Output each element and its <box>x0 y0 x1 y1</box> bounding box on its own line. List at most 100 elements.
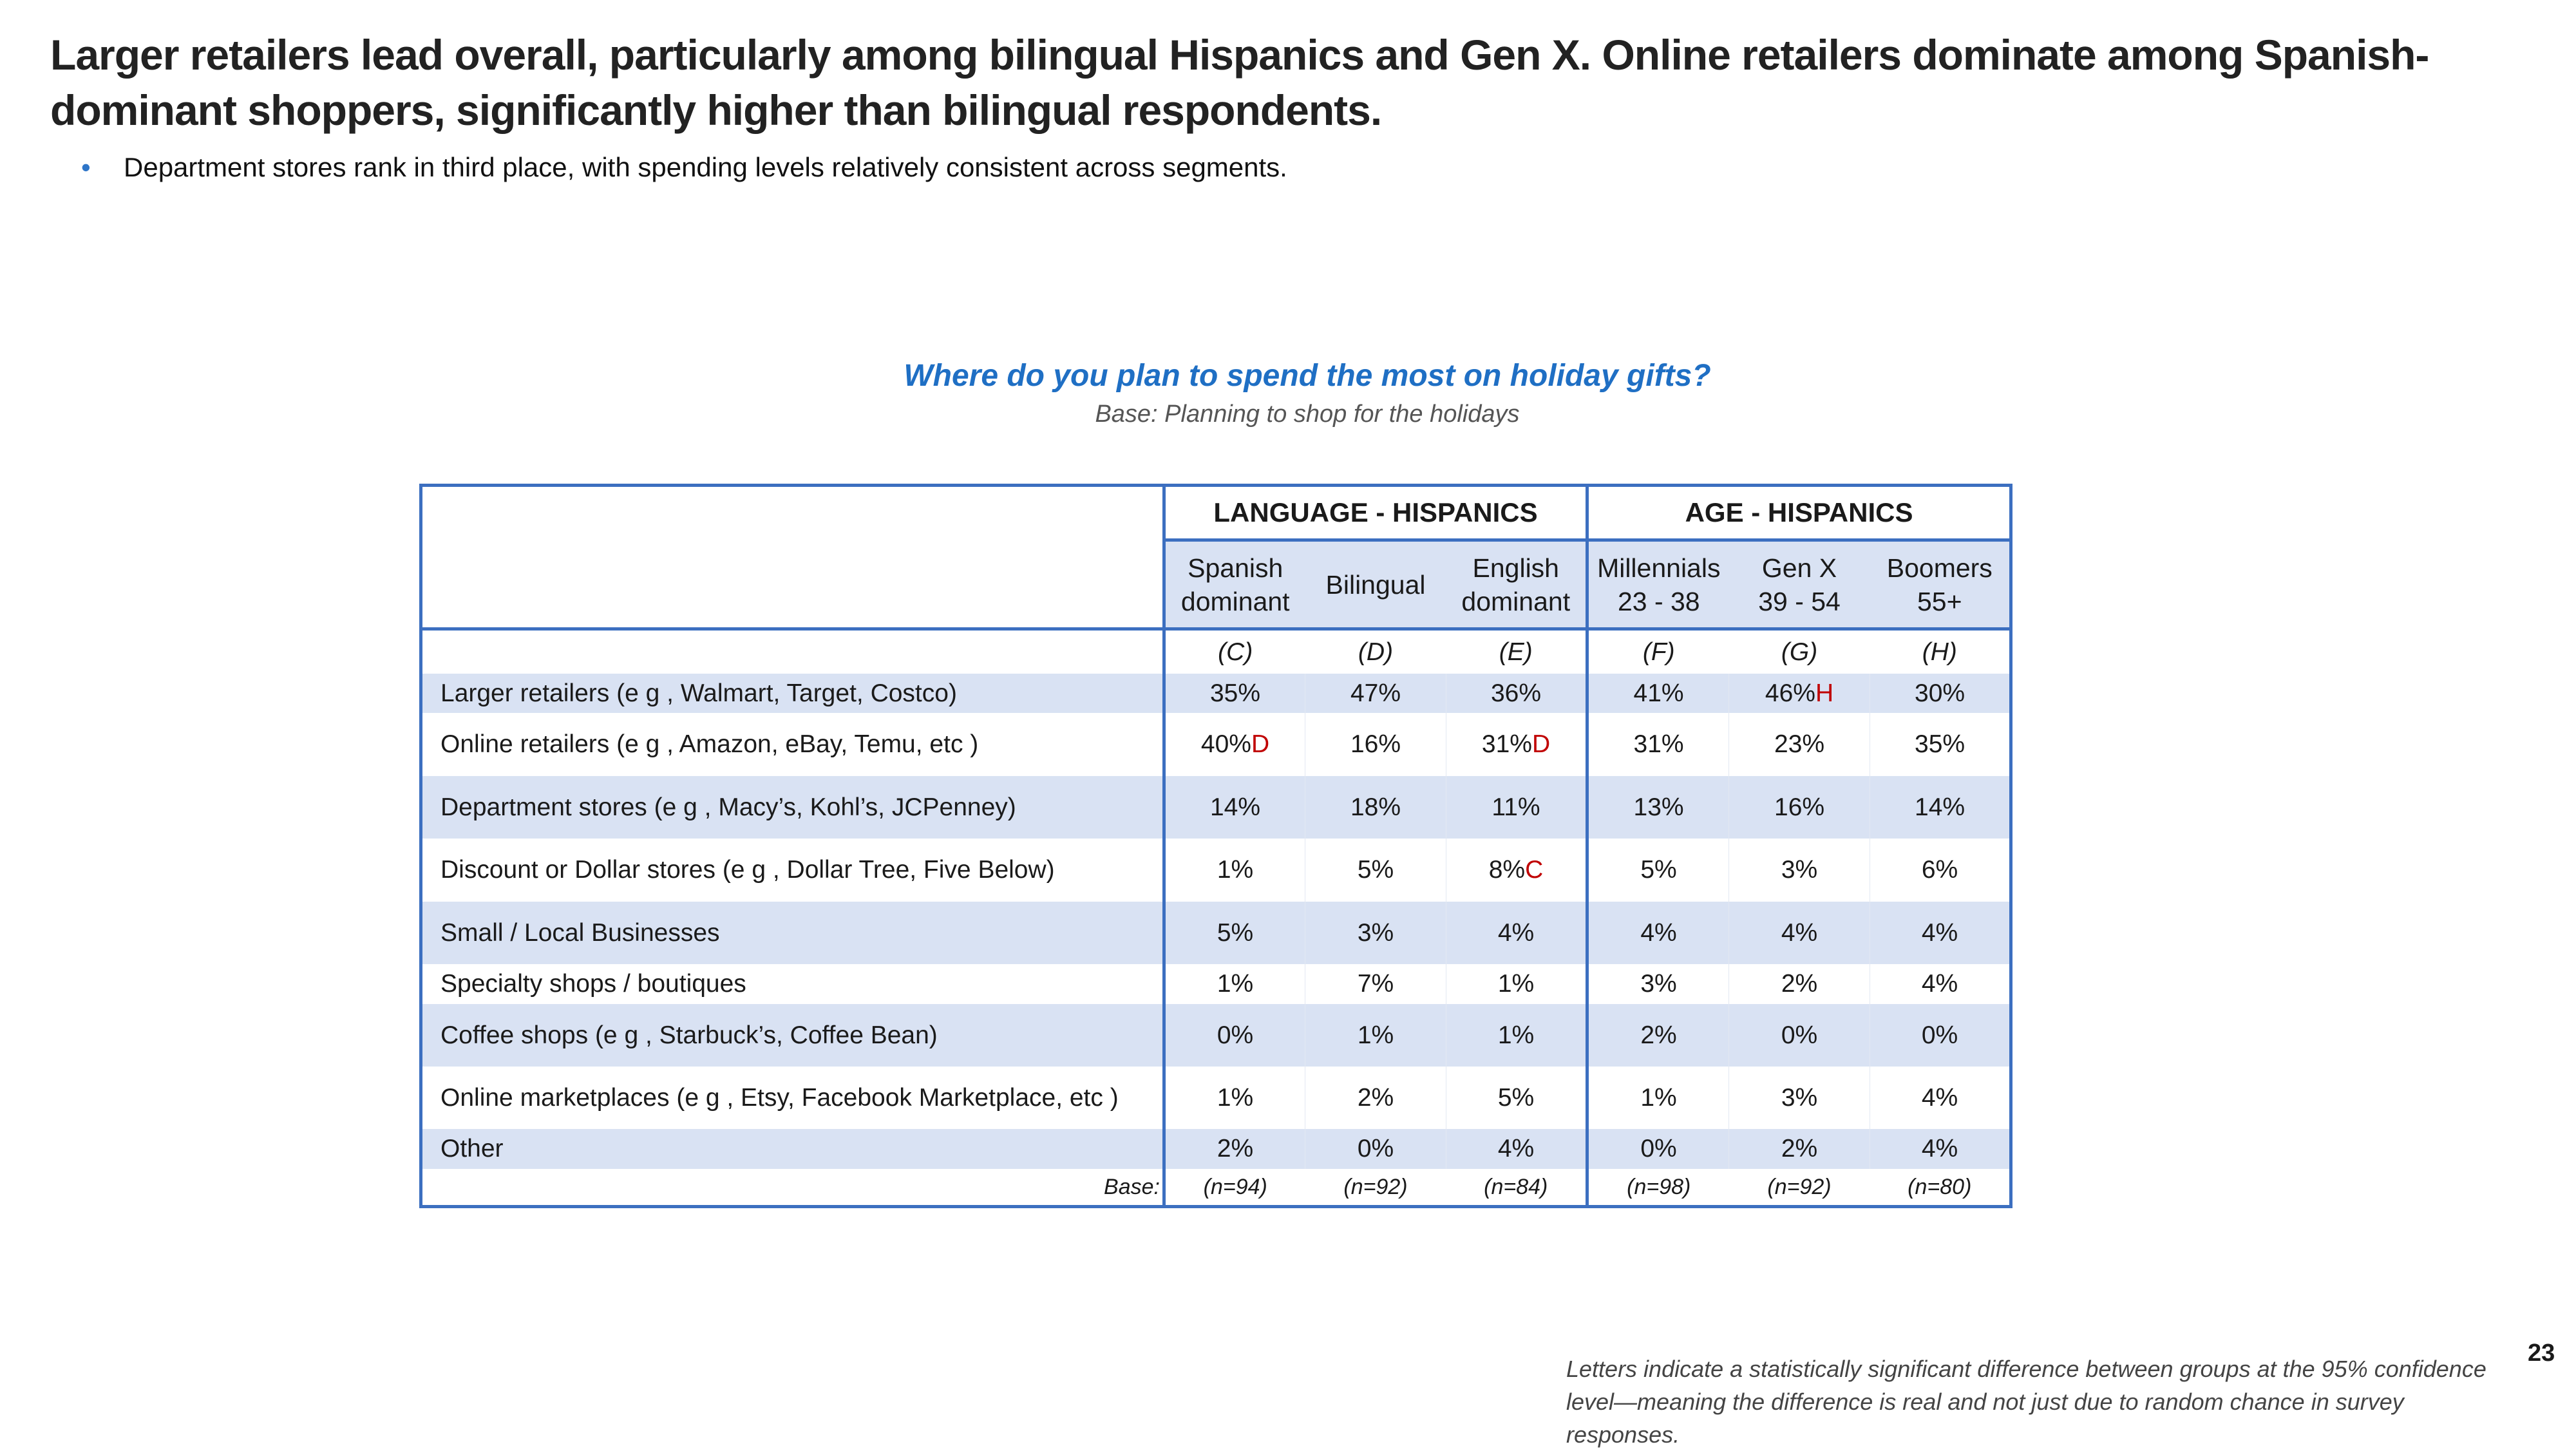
empty-cell <box>421 629 1164 674</box>
column-letter: (E) <box>1499 638 1533 666</box>
value: 5% <box>1640 856 1677 884</box>
base-size: (n=92) <box>1343 1174 1408 1199</box>
value-cell: 30% <box>1870 674 2012 713</box>
column-letter: (G) <box>1781 638 1818 666</box>
bullet-icon: • <box>81 152 91 182</box>
value-cell: 1% <box>1162 1067 1305 1129</box>
column-header-line1: English <box>1472 553 1559 583</box>
value-cell: 46%H <box>1728 674 1871 713</box>
value-cell: 18% <box>1305 776 1446 839</box>
column-header-line1: Millennials <box>1597 553 1721 583</box>
column-header-line2: 55+ <box>1917 586 1962 616</box>
row-label: Small / Local Businesses <box>421 902 1164 964</box>
value: 31% <box>1481 730 1532 758</box>
value: 4% <box>1497 918 1535 947</box>
value-cell: 3% <box>1728 839 1871 902</box>
base-label: Base: <box>1104 1174 1160 1199</box>
group-header-language: LANGUAGE - HISPANICS <box>1162 485 1587 542</box>
value: 18% <box>1350 793 1401 821</box>
column-letter: (C) <box>1162 629 1305 674</box>
value-cell: 5% <box>1586 839 1730 902</box>
value: 46% <box>1765 679 1815 707</box>
row-label: Online marketplaces (e g , Etsy, Faceboo… <box>421 1067 1164 1129</box>
slide-title: Larger retailers lead overall, particula… <box>50 31 2429 134</box>
column-header-line1: Bilingual <box>1325 569 1426 600</box>
table-row: Larger retailers (e g , Walmart, Target,… <box>421 674 2012 713</box>
value-cell: 40%D <box>1162 713 1305 776</box>
value-cell: 3% <box>1728 1067 1871 1129</box>
value-cell: 31% <box>1586 713 1730 776</box>
value: 35% <box>1209 679 1261 707</box>
value: 4% <box>1921 970 1958 998</box>
value-cell: 2% <box>1586 1004 1730 1067</box>
table-row: Online retailers (e g , Amazon, eBay, Te… <box>421 713 2012 776</box>
value: 4% <box>1497 1135 1535 1162</box>
value: 5% <box>1357 856 1394 884</box>
significance-letter: D <box>1251 730 1270 758</box>
column-header-row: Spanish dominant Bilingual English dominant M… <box>421 540 2011 631</box>
column-header: Boomers 55+ <box>1870 540 2011 631</box>
value-cell: 6% <box>1870 839 2012 902</box>
column-header: Spanish dominant <box>1162 540 1305 631</box>
value: 4% <box>1921 1135 1958 1162</box>
value: 0% <box>1217 1021 1254 1049</box>
value-cell: 35% <box>1870 713 2012 776</box>
value-cell: 14% <box>1870 776 2012 839</box>
column-header-line2: 39 - 54 <box>1758 586 1841 616</box>
value: 16% <box>1774 793 1825 821</box>
value-cell: 41% <box>1586 674 1730 713</box>
value-cell: 0% <box>1162 1004 1305 1067</box>
value: 1% <box>1640 1083 1677 1112</box>
page-number: 23 <box>2528 1340 2555 1367</box>
column-header-line2: 23 - 38 <box>1617 586 1700 616</box>
value: 35% <box>1915 730 1965 758</box>
row-label: Discount or Dollar stores (e g , Dollar … <box>421 839 1164 902</box>
value-cell: 5% <box>1305 839 1446 902</box>
value-cell: 47% <box>1305 674 1446 713</box>
value: 5% <box>1217 918 1254 947</box>
value-cell: 11% <box>1446 776 1588 839</box>
value: 14% <box>1209 793 1261 821</box>
table-row: Discount or Dollar stores (e g , Dollar … <box>421 839 2012 902</box>
value: 41% <box>1633 679 1684 707</box>
value-cell: 4% <box>1870 1067 2012 1129</box>
column-header: Bilingual <box>1305 540 1446 631</box>
significance-letter: C <box>1525 856 1544 884</box>
value: 3% <box>1781 856 1818 884</box>
value: 6% <box>1921 856 1958 884</box>
value: 36% <box>1490 679 1542 707</box>
bullet-point: • Department stores rank in third place,… <box>81 152 1287 183</box>
value: 14% <box>1915 793 1965 821</box>
base-size: (n=92) <box>1767 1174 1832 1199</box>
significance-letter: D <box>1531 730 1551 758</box>
value-cell: 2% <box>1728 964 1871 1004</box>
base-size: (n=80) <box>1908 1174 1972 1199</box>
column-letter-row: (C) (D) (E) (F) (G) (H) <box>421 629 2011 674</box>
value-cell: 1% <box>1446 964 1588 1004</box>
value-cell: 2% <box>1162 1129 1305 1169</box>
value-cell: 23% <box>1728 713 1871 776</box>
value-cell: 3% <box>1586 964 1730 1004</box>
footnote: Letters indicate a statistically signifi… <box>1566 1356 2486 1448</box>
value: 3% <box>1357 918 1394 947</box>
row-label: Larger retailers (e g , Walmart, Target,… <box>421 674 1164 713</box>
value: 47% <box>1350 679 1401 707</box>
value: 1% <box>1217 1083 1254 1112</box>
column-header: Gen X 39 - 54 <box>1728 540 1870 631</box>
value-cell: 4% <box>1870 902 2012 964</box>
value: 4% <box>1781 918 1818 947</box>
value-cell: 4% <box>1446 1129 1588 1169</box>
column-header-line2: dominant <box>1461 586 1571 616</box>
value: 31% <box>1633 730 1684 758</box>
value: 30% <box>1915 679 1965 707</box>
value: 4% <box>1640 918 1677 947</box>
value: 2% <box>1217 1135 1254 1162</box>
significance-letter: H <box>1815 679 1834 707</box>
value: 2% <box>1357 1083 1394 1112</box>
base-size: (n=94) <box>1162 1169 1305 1207</box>
value: 1% <box>1217 856 1254 884</box>
value-cell: 1% <box>1586 1067 1730 1129</box>
value-cell: 3% <box>1305 902 1446 964</box>
value-cell: 2% <box>1305 1067 1446 1129</box>
value-cell: 4% <box>1728 902 1871 964</box>
